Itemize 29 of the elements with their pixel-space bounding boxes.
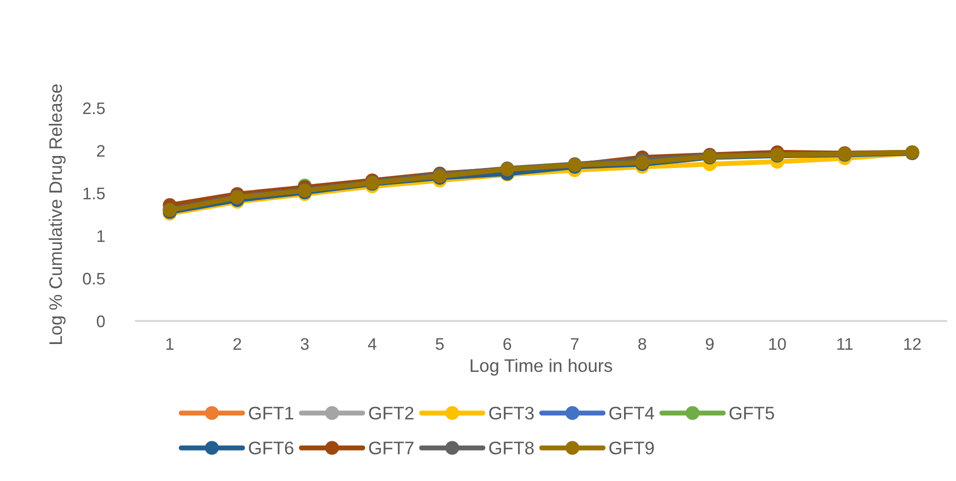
x-tick-label: 9 [706, 338, 714, 350]
legend-label: GFT6 [248, 442, 294, 454]
y-tick-label: 0 [96, 315, 105, 328]
x-tick-label: 12 [904, 338, 921, 350]
y-tick-label: 1 [97, 230, 105, 242]
x-tick-label: 5 [436, 338, 444, 350]
x-tick-label: 4 [368, 338, 376, 350]
x-tick-label: 10 [769, 338, 786, 350]
x-tick-label: 8 [638, 338, 646, 350]
x-tick-label: 6 [503, 338, 512, 350]
x-tick-label: 7 [570, 338, 579, 350]
x-tick-label: 2 [233, 338, 242, 350]
y-tick-label: 2.5 [83, 102, 105, 114]
x-axis-title: Log Time in hours [470, 358, 612, 376]
y-tick-label: 2 [97, 145, 105, 157]
legend-label: GFT9 [609, 442, 654, 454]
y-tick-label: 1.5 [84, 188, 105, 200]
x-tick-label: 3 [300, 338, 309, 350]
legend-label: GFT3 [489, 406, 534, 420]
x-tick-label: 1 [166, 338, 174, 350]
y-tick-label: 0.5 [82, 272, 105, 285]
legend-label: GFT5 [730, 406, 774, 420]
x-tick-label: 11 [837, 338, 853, 350]
legend-label: GFT8 [489, 442, 534, 454]
legend-label: GFT4 [609, 406, 654, 420]
legend-label: GFT1 [248, 406, 294, 420]
legend-label: GFT7 [369, 442, 414, 454]
legend-label: GFT2 [369, 406, 414, 420]
y-axis-title: Log % Cumulative Drug Release [48, 84, 66, 344]
